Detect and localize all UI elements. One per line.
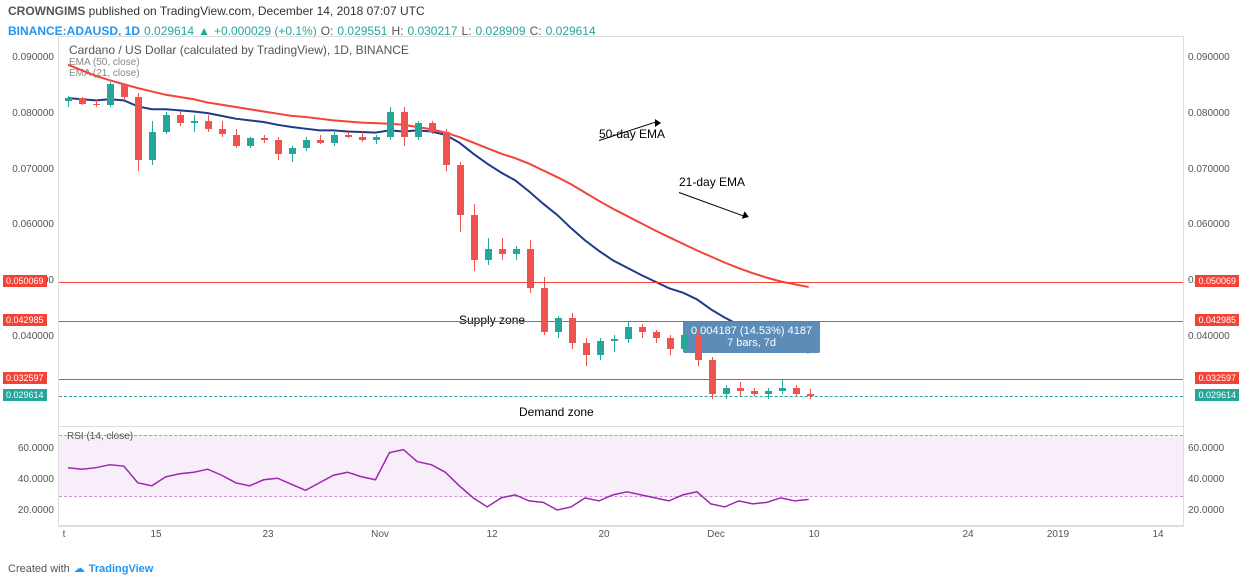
ema50-line <box>59 37 1183 426</box>
rsi-y-axis-right: 60.000040.000020.0000 <box>1184 426 1242 526</box>
arrow-ema50-head <box>655 119 661 127</box>
price-chart[interactable]: 0.0900000.0800000.0700000.0600000.050000… <box>0 36 1242 426</box>
y-axis-left: 0.0900000.0800000.0700000.0600000.050000… <box>0 36 58 426</box>
tv-logo-icon: ☁ <box>74 562 85 575</box>
footer: Created with ☁ TradingView <box>8 562 153 575</box>
rsi-chart[interactable]: 60.000040.000020.0000 60.000040.000020.0… <box>0 426 1242 526</box>
x-axis: t1523Nov1220Dec1024201914 <box>58 526 1184 546</box>
chart-title: Cardano / US Dollar (calculated by Tradi… <box>69 43 409 79</box>
y-axis-right: 0.0900000.0800000.0700000.0600000.050000… <box>1184 36 1242 426</box>
demand-zone-label: Demand zone <box>519 405 594 419</box>
rsi-pane[interactable]: RSI (14, close) <box>58 426 1184 526</box>
arrow-ema21 <box>679 192 745 217</box>
price-pane[interactable]: Cardano / US Dollar (calculated by Tradi… <box>58 36 1184 426</box>
header: CROWNGIMS published on TradingView.com, … <box>0 0 1242 22</box>
ema21-line <box>59 37 1183 426</box>
ema21-annotation: 21-day EMA <box>679 175 745 189</box>
rsi-y-axis-left: 60.000040.000020.0000 <box>0 426 58 526</box>
published-info: published on TradingView.com, December 1… <box>89 4 425 18</box>
tv-brand: TradingView <box>89 563 154 575</box>
arrow-ema21-head <box>742 211 750 221</box>
measure-tooltip: 0.004187 (14.53%) 4187 7 bars, 7d <box>683 321 820 353</box>
author: CROWNGIMS <box>8 4 85 18</box>
supply-zone-label: Supply zone <box>459 313 525 327</box>
